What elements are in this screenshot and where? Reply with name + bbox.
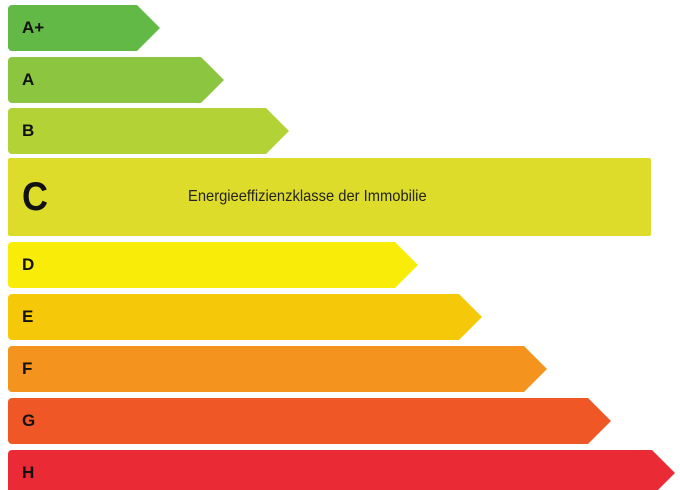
energy-class-bar-e: E bbox=[8, 294, 482, 340]
energy-class-label: B bbox=[22, 121, 35, 140]
energy-class-description: Energieeffizienzklasse der Immobilie bbox=[188, 188, 427, 205]
energy-class-label: G bbox=[22, 411, 36, 430]
energy-class-arrow-b bbox=[8, 108, 289, 154]
energy-class-arrow-h bbox=[8, 450, 675, 490]
energy-class-label: H bbox=[22, 463, 35, 482]
energy-class-bar-c-current: C Energieeffizienzklasse der Immobilie bbox=[8, 158, 651, 236]
energy-class-label: A+ bbox=[22, 18, 45, 37]
energy-class-bar-g: G bbox=[8, 398, 611, 444]
energy-class-bar-b: B bbox=[8, 108, 289, 154]
energy-class-label: E bbox=[22, 307, 34, 326]
energy-class-arrow-f bbox=[8, 346, 547, 392]
energy-class-arrow-a bbox=[8, 57, 224, 103]
energy-class-bar-h: H bbox=[8, 450, 675, 490]
energy-class-label: F bbox=[22, 359, 33, 378]
energy-class-label: A bbox=[22, 70, 35, 89]
energy-class-bar-a: A bbox=[8, 57, 224, 103]
energy-class-highlight-c bbox=[8, 158, 651, 236]
energy-class-bar-d: D bbox=[8, 242, 418, 288]
energy-class-bar-f: F bbox=[8, 346, 547, 392]
energy-class-label-current: C bbox=[22, 175, 49, 219]
energy-class-label: D bbox=[22, 255, 35, 274]
energy-class-arrow-d bbox=[8, 242, 418, 288]
energy-class-arrow-e bbox=[8, 294, 482, 340]
energy-class-arrow-g bbox=[8, 398, 611, 444]
energy-class-arrow-a-plus bbox=[8, 5, 160, 51]
energy-class-bar-a-plus: A+ bbox=[8, 5, 160, 51]
